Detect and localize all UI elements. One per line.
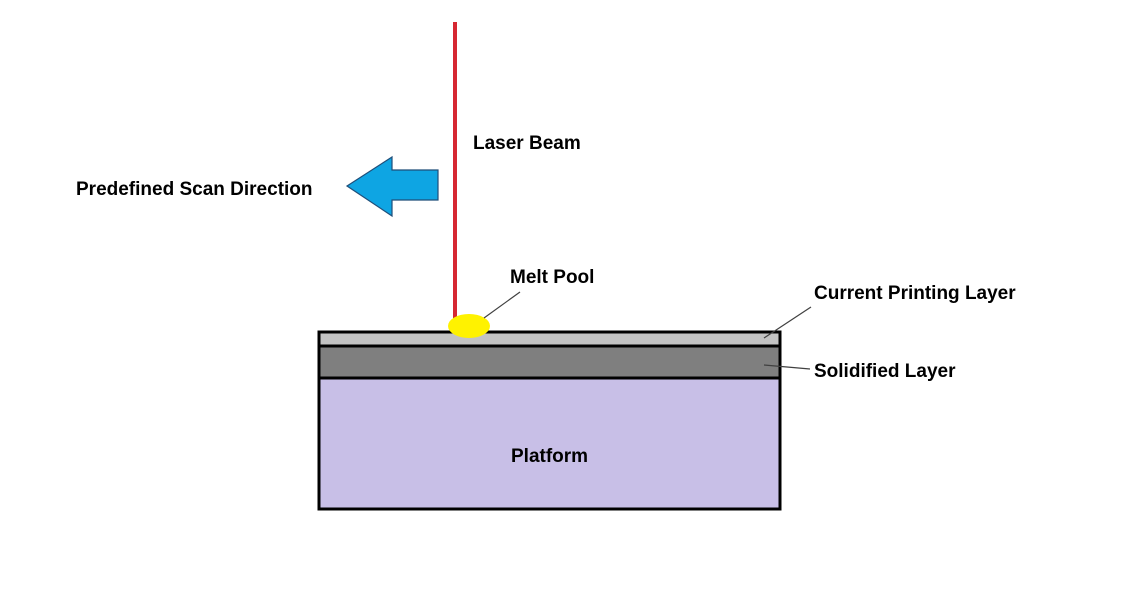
solidified-layer-leader bbox=[763, 364, 811, 370]
solidified-layer-label: Solidified Layer bbox=[814, 361, 956, 382]
melt-pool-ellipse bbox=[448, 314, 490, 338]
platform-label: Platform bbox=[511, 446, 589, 467]
current-layer-leader bbox=[763, 306, 812, 339]
scan-direction-label: Predefined Scan Direction bbox=[76, 179, 313, 200]
current-printing-layer bbox=[317, 330, 782, 348]
current-printing-layer-label: Current Printing Layer bbox=[814, 283, 1016, 304]
laser-beam-label: Laser Beam bbox=[473, 133, 581, 154]
platform-block bbox=[317, 376, 782, 511]
melt-pool-label: Melt Pool bbox=[510, 267, 595, 288]
solidified-layer bbox=[317, 344, 782, 380]
melt-pool-leader bbox=[483, 291, 521, 319]
left-arrow-icon bbox=[345, 155, 439, 218]
